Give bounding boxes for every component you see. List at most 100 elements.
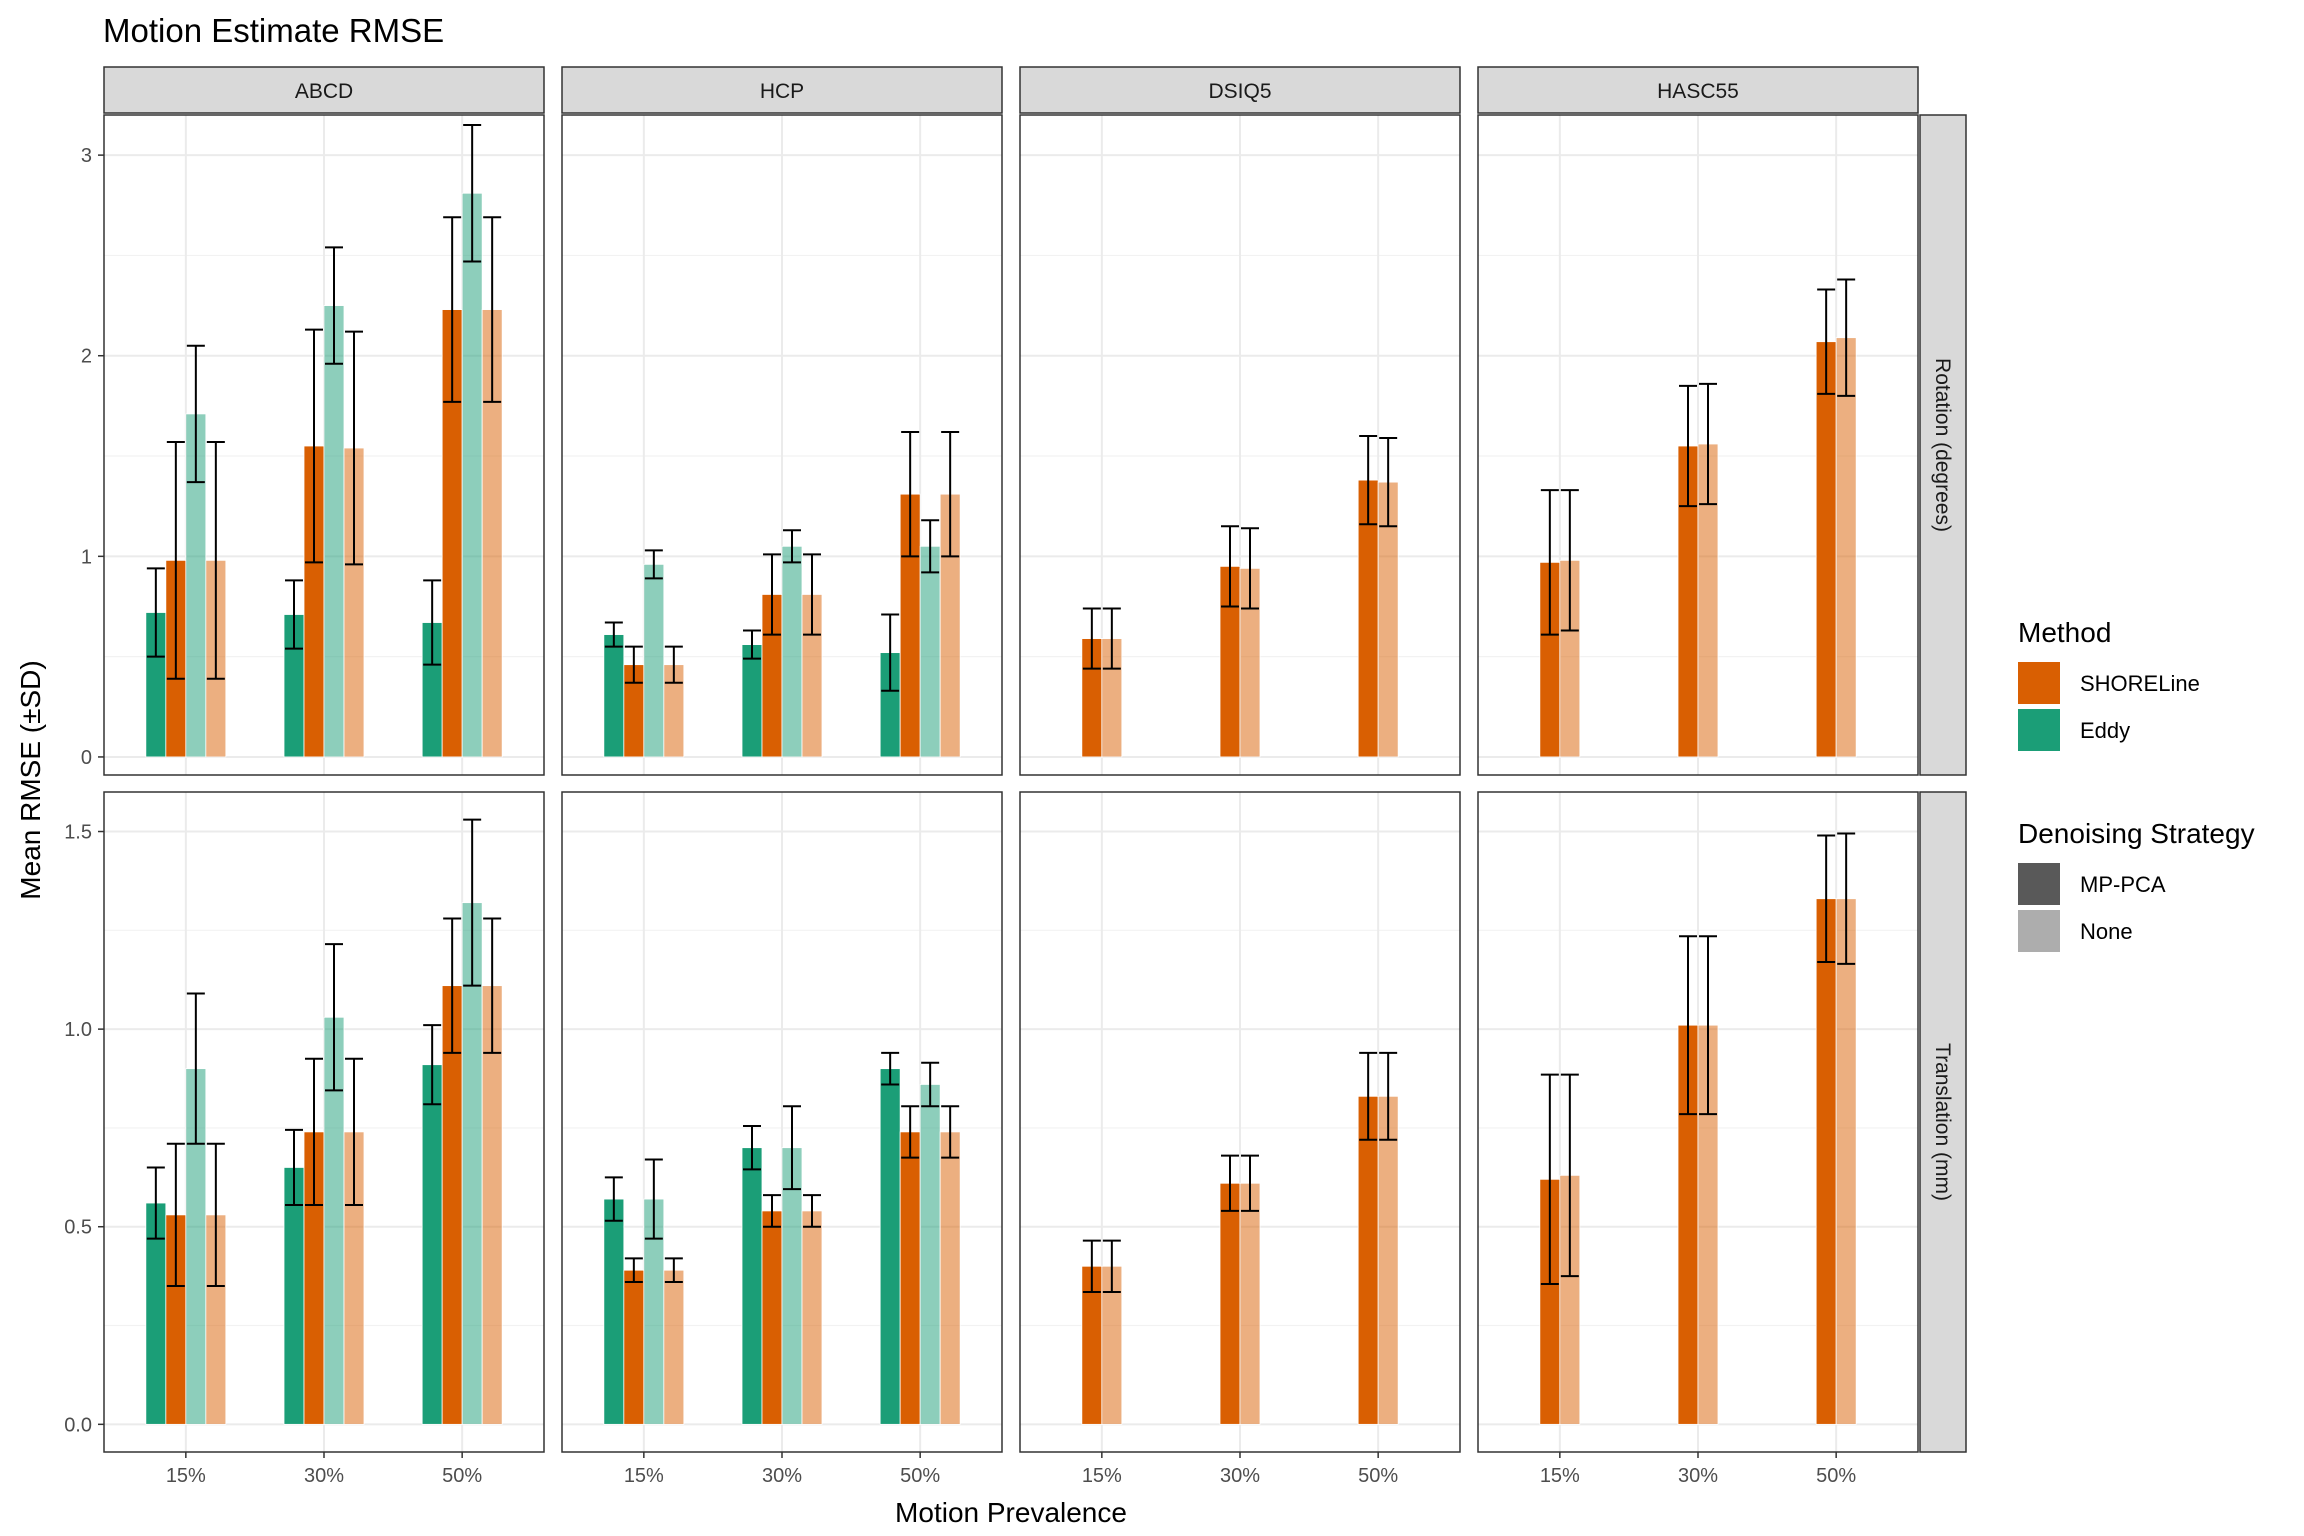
- y-tick-label: 0.5: [64, 1217, 92, 1239]
- panel-border: [103, 114, 545, 776]
- facet-panel: [561, 114, 1003, 776]
- error-bar: [483, 216, 502, 403]
- legend-swatch: [2018, 662, 2060, 704]
- legend: Method SHORELine Eddy Denoising Strategy MP-…: [2018, 617, 2255, 952]
- legend-label: None: [2080, 919, 2133, 944]
- panel-border: [1477, 114, 1919, 776]
- bar: [1815, 341, 1837, 758]
- error-bar: [624, 645, 643, 684]
- y-axis-title: Mean RMSE (±SD): [15, 660, 46, 899]
- x-tick-label: 30%: [1678, 1465, 1718, 1487]
- bar: [939, 1131, 961, 1425]
- error-bar: [1540, 489, 1559, 636]
- column-strip-box: [1477, 66, 1919, 114]
- error-bar: [783, 529, 801, 564]
- x-tick-label: 50%: [1816, 1465, 1856, 1487]
- error-bar: [186, 992, 205, 1145]
- panel-border: [1019, 114, 1461, 776]
- error-bar: [1082, 607, 1101, 670]
- row-strip-box: [1919, 791, 1967, 1453]
- error-bar: [1679, 935, 1697, 1116]
- column-strip-box: [1019, 66, 1461, 114]
- bar: [421, 1064, 443, 1425]
- x-tick-label: 30%: [304, 1465, 344, 1487]
- error-bar: [1102, 1239, 1121, 1293]
- error-bar: [941, 1105, 960, 1159]
- error-bar: [1837, 832, 1856, 965]
- error-bar: [325, 943, 343, 1092]
- bar: [1377, 1095, 1399, 1425]
- error-bar: [1221, 525, 1239, 608]
- error-bar: [763, 553, 781, 636]
- error-bar: [443, 917, 462, 1054]
- column-strip-label: ABCD: [295, 80, 353, 103]
- facet-panel: 15% 30% 50%: [1019, 791, 1461, 1487]
- error-bar: [1359, 434, 1378, 526]
- column-strip-label: HCP: [760, 80, 804, 103]
- error-bar: [1379, 436, 1398, 528]
- error-bar: [345, 330, 363, 566]
- facet-panel: [1019, 114, 1461, 776]
- column-strip: HCP: [561, 66, 1003, 114]
- error-bar: [1359, 1051, 1378, 1141]
- row-strip: Rotation (degrees): [1919, 114, 1967, 776]
- error-bar: [146, 1166, 165, 1240]
- bar: [603, 1198, 625, 1425]
- error-bar: [443, 216, 462, 403]
- error-bar: [1560, 489, 1579, 632]
- error-bar: [206, 440, 225, 680]
- error-bar: [1221, 1154, 1239, 1212]
- error-bar: [1837, 278, 1856, 397]
- error-bar: [664, 1257, 683, 1284]
- error-bar: [763, 1194, 781, 1228]
- y-tick-label: 1: [81, 546, 92, 568]
- error-bar: [483, 917, 502, 1054]
- error-bar: [206, 1142, 225, 1288]
- row-strip-box: [1919, 114, 1967, 776]
- error-bar: [305, 328, 323, 564]
- error-bar: [783, 1105, 801, 1191]
- error-bar: [743, 629, 761, 660]
- bar: [741, 644, 763, 758]
- column-strip: ABCD: [103, 66, 545, 114]
- error-bar: [1817, 288, 1836, 395]
- y-tick-label: 3: [81, 145, 92, 167]
- error-bar: [186, 344, 205, 484]
- x-tick-label: 15%: [166, 1465, 206, 1487]
- bar: [663, 1269, 685, 1425]
- legend-denoise-title: Denoising Strategy: [2018, 818, 2255, 849]
- column-strip: HASC55: [1477, 66, 1919, 114]
- error-bar: [285, 579, 303, 650]
- legend-label: Eddy: [2080, 718, 2130, 743]
- y-tick-label: 0.0: [64, 1414, 92, 1436]
- column-strip-label: HASC55: [1657, 80, 1739, 103]
- bar: [919, 1084, 941, 1425]
- bar: [1835, 898, 1857, 1425]
- error-bar: [1560, 1073, 1579, 1278]
- column-strip-box: [103, 66, 545, 114]
- error-bar: [463, 124, 482, 263]
- error-bar: [604, 621, 623, 648]
- y-tick-label: 0: [81, 747, 92, 769]
- error-bar: [1379, 1051, 1398, 1141]
- error-bar: [1082, 1239, 1101, 1293]
- bar: [899, 1131, 921, 1425]
- bar: [1239, 1182, 1261, 1425]
- error-bar: [881, 1051, 900, 1086]
- error-bar: [1241, 527, 1259, 610]
- error-bar: [803, 553, 821, 636]
- y-tick-label: 2: [81, 346, 92, 368]
- x-tick-label: 15%: [1540, 1465, 1580, 1487]
- x-tick-label: 15%: [624, 1465, 664, 1487]
- bar: [1219, 1182, 1241, 1425]
- x-tick-label: 15%: [1082, 1465, 1122, 1487]
- error-bar: [901, 430, 920, 558]
- error-bar: [921, 1061, 940, 1108]
- bar: [919, 545, 941, 758]
- bar: [741, 1147, 763, 1425]
- bar: [801, 1210, 823, 1425]
- error-bar: [1699, 382, 1717, 506]
- facet-panel: 0.0 0.5 1.0 1.5 15% 30% 50%: [64, 791, 545, 1487]
- error-bar: [423, 579, 442, 666]
